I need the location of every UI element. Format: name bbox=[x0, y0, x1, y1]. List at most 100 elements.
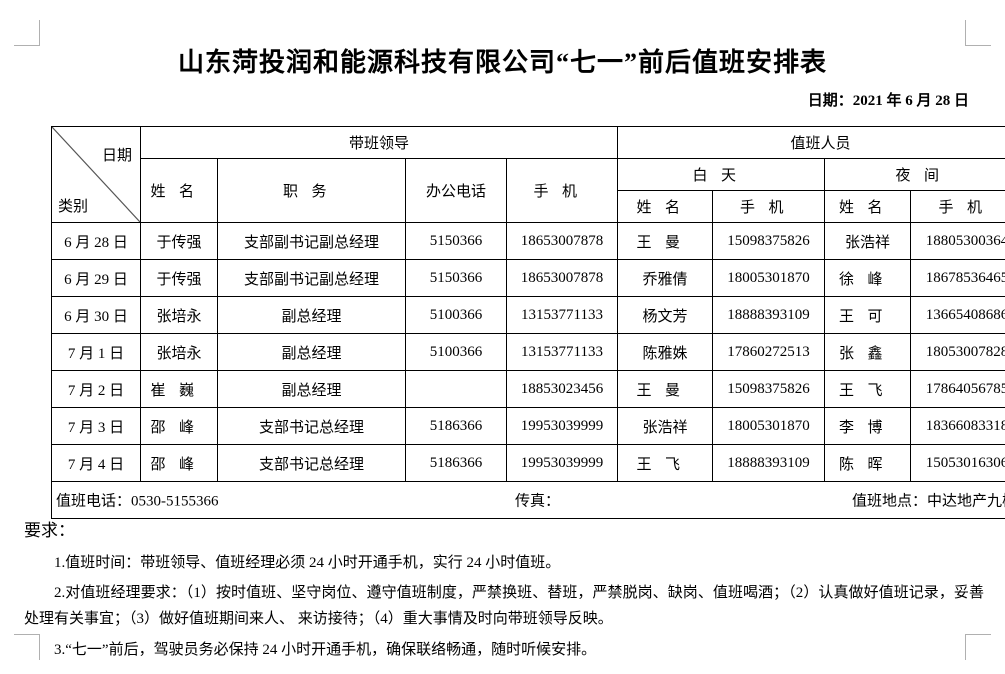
requirement-item: 2.对值班经理要求：（1）按时值班、坚守岗位、遵守值班制度，严禁换班、替班，严禁… bbox=[24, 585, 984, 628]
cell-date: 6 月 30 日 bbox=[51, 296, 141, 334]
document-date: 日期：2021 年 6 月 28 日 bbox=[807, 93, 969, 109]
requirements-title: 要求： bbox=[24, 521, 75, 540]
group-header-leader: 带班领导 bbox=[139, 126, 619, 159]
table-header-row-2: 姓名 职务 办公电话 手机 白天 夜间 bbox=[52, 158, 1005, 223]
cell-day-name: 张浩祥 bbox=[617, 407, 714, 445]
table-row: 6 月 29 日于传强 支部副书记副总经理 5150366 18653007878 乔雅… bbox=[51, 259, 1005, 297]
requirements-section: 要求： 1.值班时间：带班领导、值班经理必须 24 小时开通手机，实行 24 小… bbox=[24, 516, 984, 663]
cell-leader-office-phone: 5150366 bbox=[405, 222, 507, 260]
cell-leader-name: 张培永 bbox=[140, 333, 218, 371]
cell-leader-title: 支部副书记副总经理 bbox=[217, 259, 406, 297]
cell-night-mobile: 18805300364 bbox=[910, 222, 1005, 260]
cell-day-name: 王曼 bbox=[617, 370, 714, 408]
cell-day-mobile: 15098375826 bbox=[712, 222, 826, 260]
cell-day-mobile: 18005301870 bbox=[712, 259, 826, 297]
cell-date: 7 月 3 日 bbox=[51, 407, 141, 445]
cell-leader-title: 支部副书记副总经理 bbox=[217, 222, 406, 260]
table-row: 7 月 4 日邵峰 支部书记总经理 5186366 19953039999 王飞 1888… bbox=[51, 444, 1005, 482]
cell-day-mobile: 18888393109 bbox=[712, 296, 826, 334]
cell-leader-title: 副总经理 bbox=[217, 333, 406, 371]
cell-night-name: 陈晖 bbox=[824, 444, 912, 482]
table-header-row-3: 姓名 手机 姓名 手机 bbox=[52, 190, 1005, 223]
table-body: 6 月 28 日于传强 支部副书记副总经理 5150366 18653007878 王曼… bbox=[51, 222, 1005, 482]
cell-leader-name: 于传强 bbox=[140, 222, 218, 260]
cell-leader-name: 于传强 bbox=[140, 259, 218, 297]
cell-night-name: 李博 bbox=[824, 407, 912, 445]
cell-leader-mobile: 18853023456 bbox=[505, 370, 619, 408]
cell-night-mobile: 18053007828 bbox=[910, 333, 1005, 371]
col-header-leader-title: 职务 bbox=[217, 158, 406, 223]
cell-night-mobile: 18678536465 bbox=[910, 259, 1005, 297]
subgroup-header-day: 白天 bbox=[617, 158, 826, 191]
cell-day-name: 陈雅姝 bbox=[617, 333, 714, 371]
group-header-duty-staff: 值班人员 bbox=[617, 126, 1005, 159]
cell-leader-mobile: 18653007878 bbox=[505, 259, 619, 297]
cell-leader-office-phone: 5100366 bbox=[405, 333, 507, 371]
cell-night-mobile: 15053016306 bbox=[910, 444, 1005, 482]
table-row: 7 月 3 日邵峰 支部书记总经理 5186366 19953039999 张浩祥 180… bbox=[51, 407, 1005, 445]
table-row: 6 月 30 日张培永 副总经理 5100366 13153771133 杨文芳 1888… bbox=[51, 296, 1005, 334]
cell-leader-title: 支部书记总经理 bbox=[217, 444, 406, 482]
cell-date: 6 月 29 日 bbox=[51, 259, 141, 297]
duty-schedule-table: 日期 类别 带班领导 值班人员 姓名 职务 办公电话 手机 白天 夜间 姓名 手… bbox=[50, 126, 1005, 519]
cell-leader-mobile: 19953039999 bbox=[505, 407, 619, 445]
col-header-night-name: 姓名 bbox=[824, 190, 912, 223]
corner-label-category: 类别 bbox=[58, 199, 89, 215]
requirement-item: 1.值班时间：带班领导、值班经理必须 24 小时开通手机，实行 24 小时值班。 bbox=[54, 554, 561, 571]
cell-date: 7 月 4 日 bbox=[51, 444, 141, 482]
diagonal-divider-icon bbox=[52, 127, 140, 222]
requirement-item: 3.“七一”前后，驾驶员务必保持 24 小时开通手机，确保联络畅通，随时听候安排… bbox=[54, 641, 597, 658]
cell-leader-office-phone: 5150366 bbox=[405, 259, 507, 297]
cell-leader-title: 支部书记总经理 bbox=[217, 407, 406, 445]
cell-leader-name: 崔巍 bbox=[140, 370, 218, 408]
cell-date: 6 月 28 日 bbox=[51, 222, 141, 260]
cell-day-name: 王曼 bbox=[617, 222, 714, 260]
footer-duty-phone: 值班电话：0530-5155366 bbox=[56, 493, 219, 510]
cell-day-name: 王飞 bbox=[617, 444, 714, 482]
cell-day-mobile: 17860272513 bbox=[712, 333, 826, 371]
footer-contact-cell: 值班电话：0530-5155366 传真： 值班地点：中达地产九楼 bbox=[50, 481, 1005, 519]
table-row: 7 月 1 日张培永 副总经理 5100366 13153771133 陈雅姝 17860… bbox=[51, 333, 1005, 371]
cell-leader-mobile: 19953039999 bbox=[505, 444, 619, 482]
col-header-day-name: 姓名 bbox=[617, 190, 714, 223]
cell-night-name: 张浩祥 bbox=[824, 222, 912, 260]
cell-leader-mobile: 13153771133 bbox=[505, 296, 619, 334]
footer-location: 值班地点：中达地产九楼 bbox=[852, 493, 1005, 510]
table-footer-row: 值班电话：0530-5155366 传真： 值班地点：中达地产九楼 bbox=[50, 481, 1005, 519]
cell-night-name: 王飞 bbox=[824, 370, 912, 408]
cell-day-name: 杨文芳 bbox=[617, 296, 714, 334]
requirements-list: 1.值班时间：带班领导、值班经理必须 24 小时开通手机，实行 24 小时值班。… bbox=[24, 550, 984, 663]
cell-date: 7 月 1 日 bbox=[51, 333, 141, 371]
col-header-night-mobile: 手机 bbox=[910, 190, 1005, 223]
cell-leader-office-phone: 5100366 bbox=[405, 296, 507, 334]
cell-leader-mobile: 13153771133 bbox=[505, 333, 619, 371]
page-title: 山东菏投润和能源科技有限公司“七一”前后值班安排表 bbox=[177, 48, 827, 77]
col-header-day-mobile: 手机 bbox=[712, 190, 826, 223]
cell-leader-name: 邵峰 bbox=[140, 407, 218, 445]
cell-day-mobile: 15098375826 bbox=[712, 370, 826, 408]
table-row: 7 月 2 日崔巍 副总经理 18853023456 王曼 15098375826 王飞 1… bbox=[51, 370, 1005, 408]
col-header-leader-mobile: 手机 bbox=[505, 158, 619, 223]
cell-leader-mobile: 18653007878 bbox=[505, 222, 619, 260]
cell-night-name: 张鑫 bbox=[824, 333, 912, 371]
cell-leader-office-phone bbox=[405, 370, 507, 408]
cell-night-name: 徐峰 bbox=[824, 259, 912, 297]
cell-leader-name: 张培永 bbox=[140, 296, 218, 334]
cell-leader-title: 副总经理 bbox=[217, 370, 406, 408]
table-row: 6 月 28 日于传强 支部副书记副总经理 5150366 18653007878 王曼… bbox=[51, 222, 1005, 260]
cell-leader-office-phone: 5186366 bbox=[405, 444, 507, 482]
col-header-leader-name: 姓名 bbox=[140, 158, 218, 223]
cell-day-mobile: 18005301870 bbox=[712, 407, 826, 445]
corner-header-cell: 日期 类别 bbox=[51, 126, 141, 223]
cell-day-name: 乔雅倩 bbox=[617, 259, 714, 297]
col-header-leader-office-phone: 办公电话 bbox=[405, 158, 507, 223]
subgroup-header-night: 夜间 bbox=[824, 158, 1005, 191]
cell-date: 7 月 2 日 bbox=[51, 370, 141, 408]
cell-night-name: 王可 bbox=[824, 296, 912, 334]
cell-leader-title: 副总经理 bbox=[217, 296, 406, 334]
table-header-row-1: 日期 类别 带班领导 值班人员 bbox=[51, 126, 1005, 223]
footer-fax: 传真： bbox=[515, 493, 561, 510]
cell-day-mobile: 18888393109 bbox=[712, 444, 826, 482]
cell-night-mobile: 13665408686 bbox=[910, 296, 1005, 334]
